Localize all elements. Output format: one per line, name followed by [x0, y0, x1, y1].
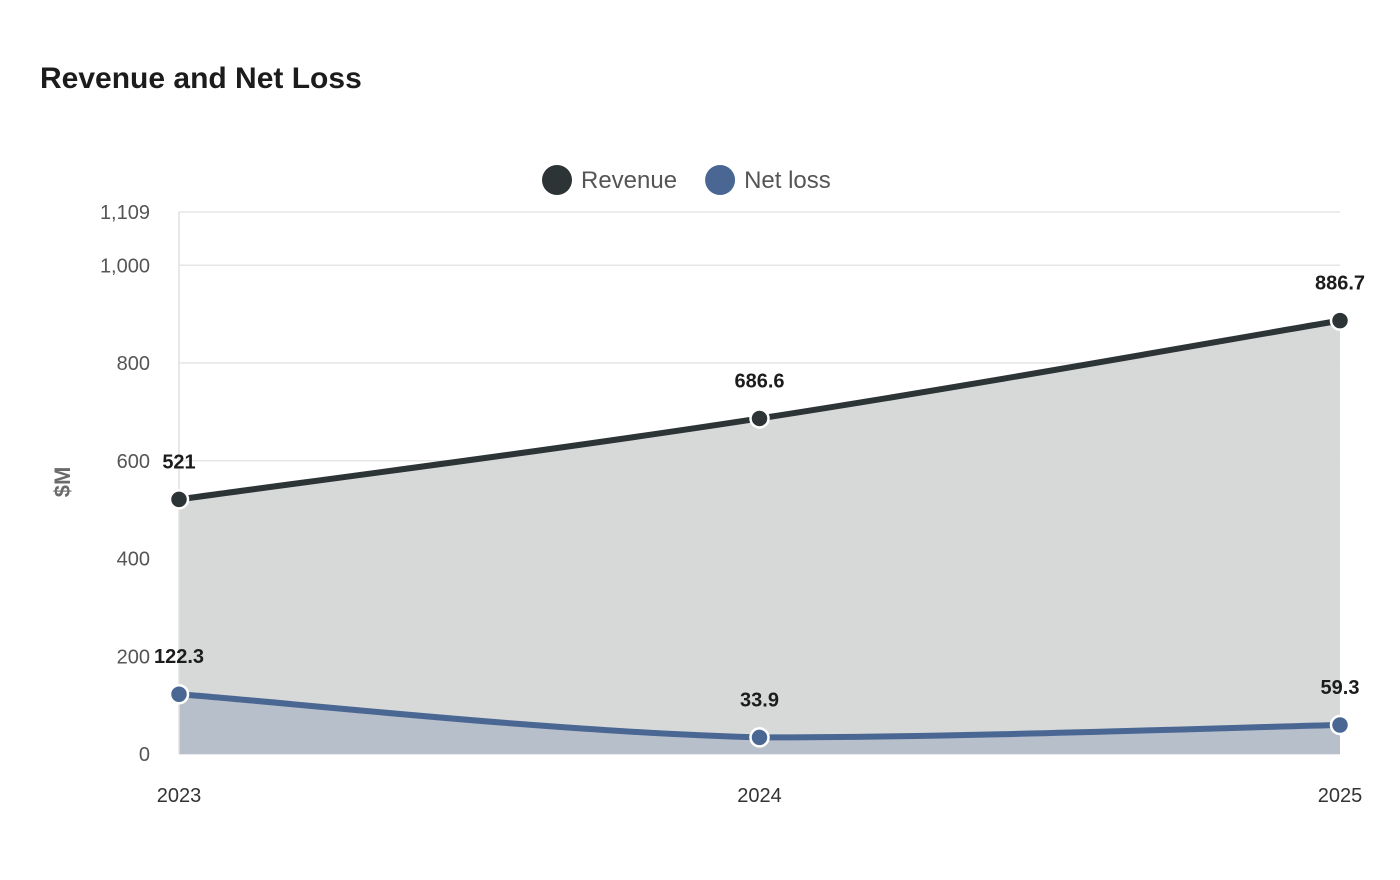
legend[interactable]: Revenue Net loss [542, 165, 831, 195]
data-point[interactable] [749, 408, 770, 429]
series-points [168, 310, 1351, 748]
x-tick-label: 2025 [1318, 785, 1363, 807]
data-point[interactable] [168, 489, 190, 510]
chart-title: Revenue and Net Loss [40, 62, 362, 95]
legend-marker [542, 165, 572, 195]
y-tick-label: 400 [117, 549, 150, 571]
legend-item[interactable]: Revenue [542, 165, 677, 195]
legend-label: Revenue [581, 167, 677, 194]
y-axis-title: $M [50, 467, 75, 498]
data-label: 686.6 [734, 370, 784, 392]
y-tick-label: 800 [117, 353, 150, 375]
x-tick-label: 2024 [737, 785, 782, 807]
y-tick-label: 1,000 [100, 255, 150, 277]
data-point[interactable] [168, 683, 190, 705]
data-label: 122.3 [154, 646, 204, 668]
legend-item[interactable]: Net loss [705, 165, 831, 195]
series-area-1 [179, 694, 1340, 754]
data-point[interactable] [1329, 714, 1351, 736]
data-point[interactable] [1329, 310, 1351, 331]
legend-label: Net loss [744, 167, 831, 194]
data-label: 59.3 [1321, 677, 1360, 699]
y-tick-label: 1,109 [100, 202, 150, 224]
legend-marker [705, 165, 736, 195]
axes: 0 200 400 600 800 1,000 1,109 2023 2024 2025 [100, 202, 1362, 807]
data-label: 521 [162, 451, 195, 473]
data-label: 886.7 [1315, 273, 1365, 295]
data-point[interactable] [749, 727, 770, 748]
series-areas [179, 320, 1340, 754]
data-label: 33.9 [740, 689, 779, 711]
data-labels: 521 686.6 886.7 122.3 33.9 59.3 [154, 273, 1365, 712]
x-tick-label: 2023 [157, 785, 202, 807]
series-area-0 [179, 320, 1340, 754]
y-tick-label: 0 [139, 744, 150, 766]
y-tick-label: 600 [117, 451, 150, 473]
y-tick-label: 200 [117, 646, 150, 668]
